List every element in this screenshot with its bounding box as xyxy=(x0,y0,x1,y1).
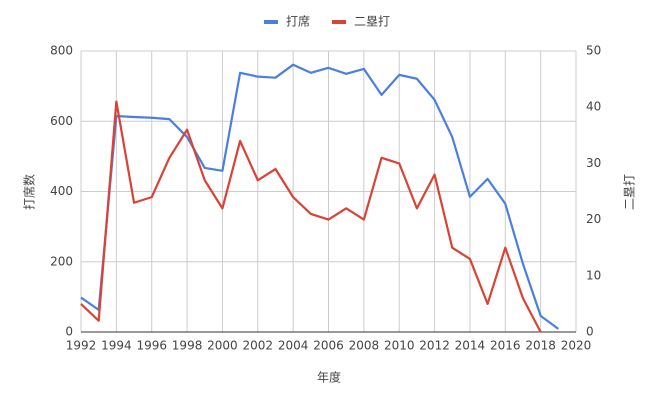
y2-tick-label: 10 xyxy=(586,268,601,282)
x-tick-label: 2014 xyxy=(455,339,486,353)
legend-label: 二塁打 xyxy=(354,15,390,29)
y2-tick-label: 50 xyxy=(586,44,601,58)
x-tick-label: 2016 xyxy=(490,339,521,353)
y-tick-label: 800 xyxy=(50,44,73,58)
x-tick-label: 1992 xyxy=(66,339,97,353)
x-tick-label: 2000 xyxy=(207,339,238,353)
series-line xyxy=(80,100,542,333)
x-tick-label: 2010 xyxy=(384,339,415,353)
legend-label: 打席 xyxy=(286,14,310,29)
y-tick-label: 400 xyxy=(50,184,73,198)
x-tick-label: 2006 xyxy=(313,339,344,353)
x-axis-title: 年度 xyxy=(317,370,341,385)
x-tick-label: 2012 xyxy=(419,339,450,353)
y2-tick-label: 30 xyxy=(586,156,601,170)
y-tick-label: 600 xyxy=(50,114,73,128)
y2-tick-label: 40 xyxy=(586,100,601,114)
y-axis-title: 打席数 xyxy=(22,174,37,210)
x-tick-label: 2002 xyxy=(243,339,274,353)
y2-tick-label: 0 xyxy=(586,325,594,339)
series-line xyxy=(80,63,559,330)
x-tick-label: 2008 xyxy=(349,339,380,353)
y-tick-label: 200 xyxy=(50,254,73,268)
x-tick-label: 1998 xyxy=(172,339,203,353)
x-tick-label: 2004 xyxy=(278,339,309,353)
x-tick-label: 1996 xyxy=(136,339,167,353)
y2-tick-label: 20 xyxy=(586,212,601,226)
y-tick-label: 0 xyxy=(65,325,73,339)
x-tick-label: 1994 xyxy=(101,339,132,353)
y2-axis-title: 二塁打 xyxy=(623,174,637,210)
x-tick-label: 2020 xyxy=(561,339,592,353)
x-tick-label: 2018 xyxy=(525,339,556,353)
